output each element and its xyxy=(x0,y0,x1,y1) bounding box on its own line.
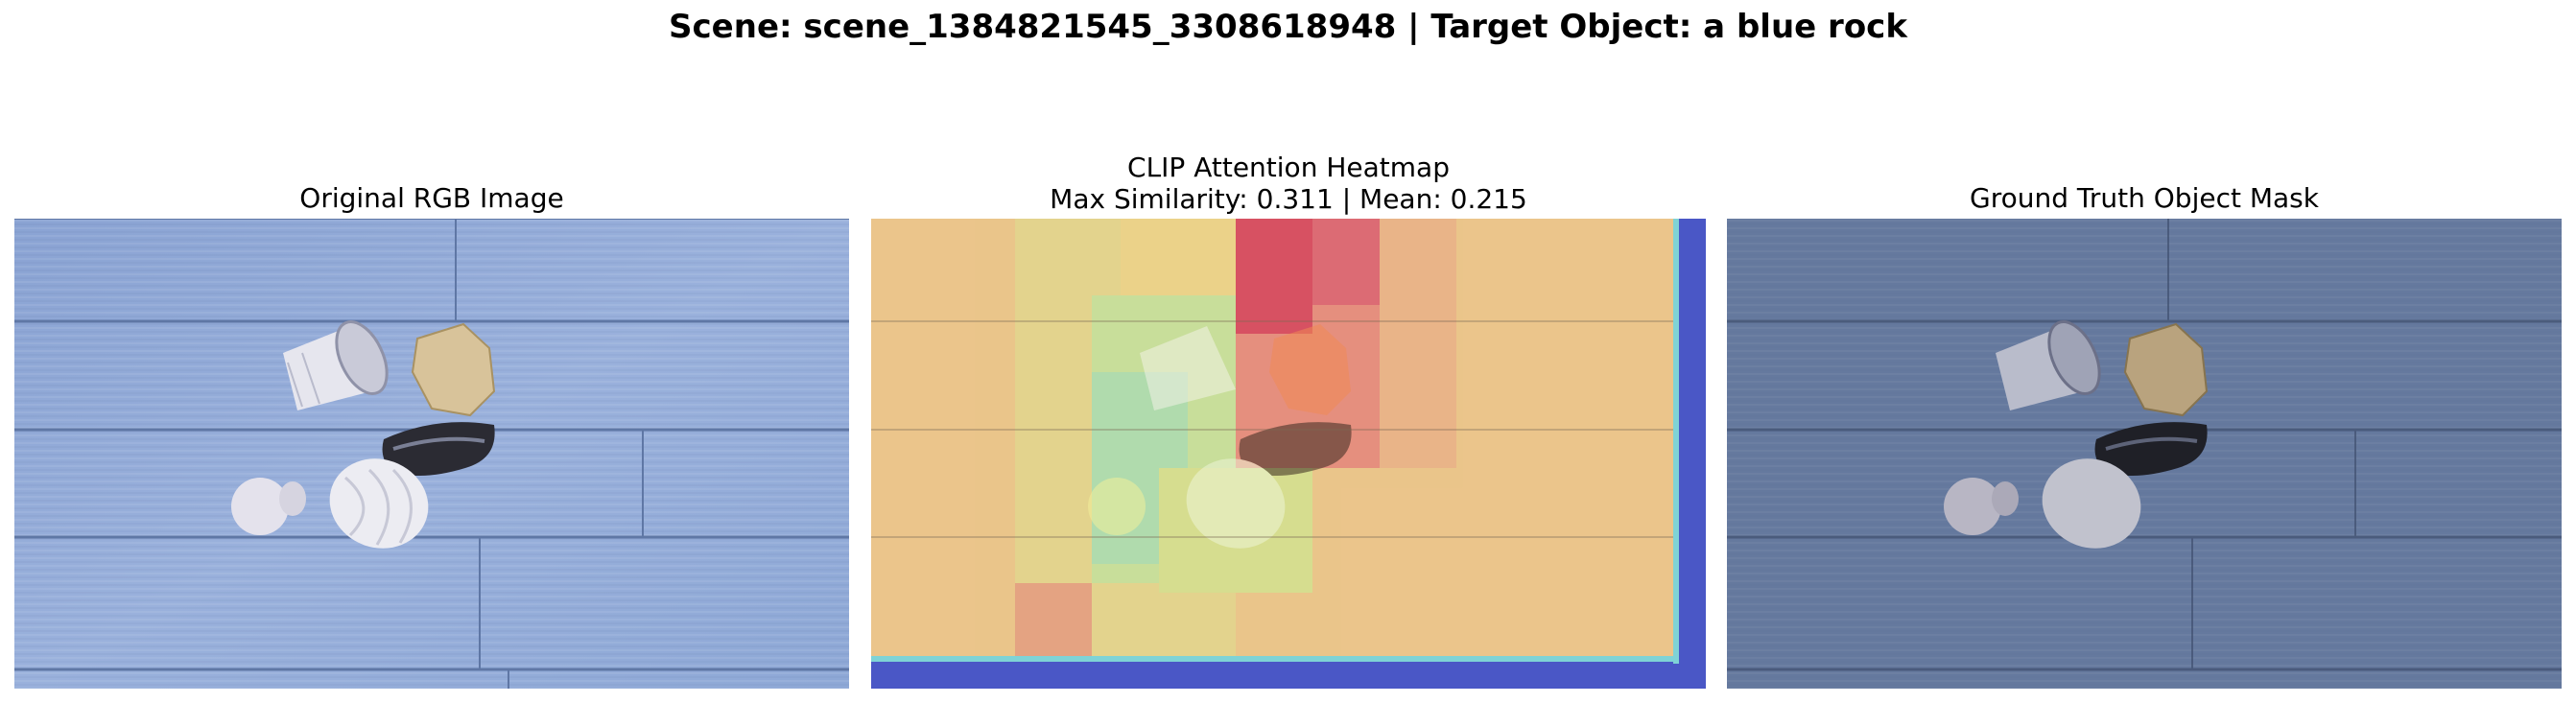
heatmap-title-line2: Max Similarity: 0.311 | Mean: 0.215 xyxy=(1050,183,1527,215)
rock-object xyxy=(411,322,496,417)
panel-title-mask: Ground Truth Object Mask xyxy=(1970,182,2319,214)
mask-panel xyxy=(1727,219,2562,689)
heatmap-title-line1: CLIP Attention Heatmap xyxy=(1127,152,1450,183)
ground-truth-mask xyxy=(1727,219,2562,689)
heatmap-panel xyxy=(871,219,1706,689)
rgb-image xyxy=(14,219,849,689)
jar-object xyxy=(329,458,429,549)
round-object xyxy=(231,478,289,535)
panel-title-heatmap: CLIP Attention Heatmap Max Similarity: 0… xyxy=(871,152,1706,215)
rgb-image-panel xyxy=(14,219,849,689)
dark-object xyxy=(382,422,495,477)
figure-title: Scene: scene_1384821545_3308618948 | Tar… xyxy=(669,8,1907,46)
panel-title-rgb: Original RGB Image xyxy=(299,182,564,214)
cup-object xyxy=(283,320,389,410)
attention-heatmap xyxy=(871,219,1706,689)
